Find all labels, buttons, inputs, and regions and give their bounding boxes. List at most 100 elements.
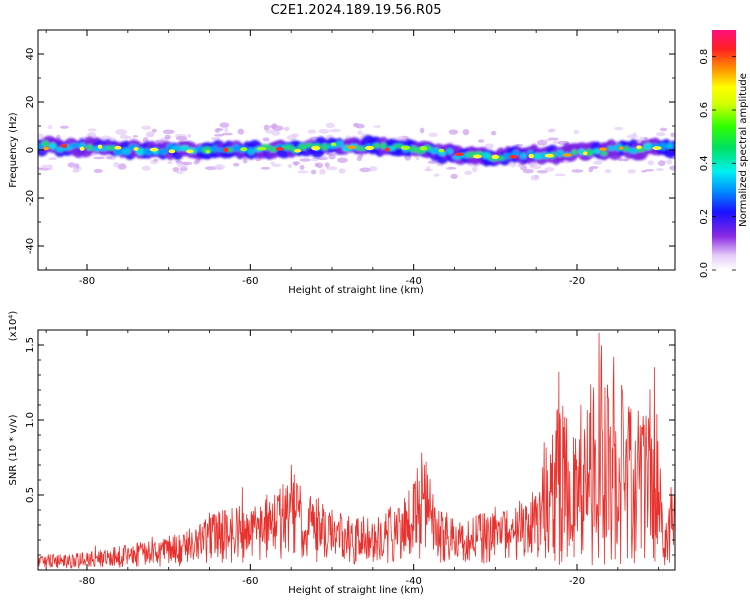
- heatmap-haze-cell: [547, 137, 559, 141]
- heatmap-haze-cell: [141, 125, 152, 130]
- heatmap-haze-cell: [214, 164, 225, 170]
- spectrogram-x-ticks: -80 -60 -40 -20: [79, 30, 585, 287]
- heatmap-haze-cell: [655, 168, 664, 172]
- snr-y-ticks: 0.5 1.0 1.5: [25, 337, 675, 503]
- heatmap-haze-cell: [592, 160, 603, 165]
- heatmap-haze-cell: [588, 166, 594, 173]
- heatmap-haze-cell: [472, 166, 478, 173]
- heatmap-haze-cell: [644, 168, 655, 172]
- heatmap-cell: [105, 145, 118, 151]
- heatmap-hot-cell: [636, 145, 642, 150]
- heatmap-cell: [121, 147, 131, 155]
- heatmap-haze-cell: [47, 164, 53, 171]
- heatmap-haze-cell: [172, 166, 180, 173]
- heatmap-haze-cell: [307, 129, 317, 134]
- heatmap-cell: [592, 148, 601, 154]
- heatmap-haze-cell: [39, 167, 51, 171]
- heatmap-hot-cell: [491, 154, 499, 160]
- heatmap-haze-cell: [164, 134, 171, 140]
- heatmap-cell: [519, 152, 527, 160]
- heatmap-haze-cell: [41, 164, 50, 168]
- heatmap-haze-cell: [325, 122, 335, 129]
- heatmap-haze-cell: [59, 125, 69, 129]
- heatmap-hot-cell: [186, 149, 194, 154]
- heatmap-haze-cell: [316, 162, 324, 169]
- heatmap-haze-cell: [299, 164, 305, 170]
- heatmap-cell: [666, 142, 674, 150]
- spectrogram-y-tick-label: -20: [25, 190, 36, 206]
- heatmap-hot-cell: [223, 147, 229, 153]
- spectrogram-y-tick-label: -40: [25, 238, 36, 254]
- heatmap-haze-cell: [265, 129, 274, 134]
- heatmap-haze-cell: [419, 127, 425, 134]
- heatmap-cell: [172, 145, 184, 152]
- snr-x-axis-label: Height of straight line (km): [288, 585, 424, 596]
- heatmap-hot-cell: [294, 148, 302, 153]
- heatmap-haze-cell: [666, 159, 673, 165]
- heatmap-hot-cell: [149, 147, 159, 152]
- heatmap-haze-cell: [368, 166, 378, 172]
- heatmap-cell: [446, 148, 453, 155]
- heatmap-cell: [555, 149, 564, 158]
- heatmap-cell: [355, 146, 368, 151]
- heatmap-haze-cell: [72, 169, 79, 173]
- snr-y-tick-label: 1.0: [25, 412, 36, 428]
- heatmap-cell: [606, 145, 616, 151]
- heatmap-haze-cell: [242, 157, 248, 164]
- heatmap-haze-cell: [425, 166, 431, 172]
- heatmap-cell: [511, 150, 520, 157]
- heatmap-hot-cell: [544, 153, 554, 158]
- heatmap-hot-cell: [599, 147, 607, 152]
- heatmap-cell: [305, 143, 315, 148]
- snr-x-tick-label: -60: [242, 576, 258, 587]
- snr-x-tick-label: -40: [405, 576, 421, 587]
- heatmap-haze-cell: [316, 157, 328, 161]
- heatmap-cell: [320, 143, 329, 151]
- heatmap-hot-cell: [257, 147, 267, 151]
- heatmap-haze-cell: [647, 160, 655, 166]
- heatmap-haze-cell: [324, 162, 330, 168]
- snr-minor-ticks: [38, 330, 675, 570]
- heatmap-haze-cell: [117, 163, 127, 170]
- heatmap-haze-cell: [310, 137, 317, 141]
- heatmap-hot-cell: [43, 146, 50, 151]
- snr-x-tick-label: -20: [569, 576, 585, 587]
- heatmap-haze-cell: [670, 132, 675, 138]
- heatmap-haze-cell: [656, 132, 666, 137]
- heatmap-cell: [297, 143, 308, 151]
- heatmap-cell: [429, 147, 441, 154]
- colorbar-tick-label: 0.8: [699, 49, 710, 65]
- heatmap-hot-cell: [652, 146, 662, 151]
- heatmap-haze-cell: [484, 143, 494, 150]
- heatmap-haze-cell: [448, 129, 458, 135]
- heatmap-haze-cell: [105, 155, 113, 160]
- heatmap-hotspots: [43, 142, 662, 160]
- heatmap-haze-cell: [310, 169, 317, 175]
- heatmap-haze-cell: [639, 136, 645, 140]
- colorbar-tick-label: 0.4: [699, 155, 710, 171]
- heatmap-haze-cell: [141, 165, 151, 171]
- heatmap-haze-cell: [657, 160, 666, 167]
- spectrogram-panel: -80 -60 -40 -20 40 20 0 -20 -40 Height of strai…: [8, 29, 676, 296]
- heatmap-haze-cell: [427, 160, 439, 164]
- heatmap-haze-cell: [48, 157, 57, 161]
- heatmap-cell: [481, 152, 491, 159]
- heatmap-cell: [41, 140, 50, 148]
- heatmap-haze-cell: [614, 126, 624, 131]
- heatmap-haze-cell: [132, 135, 139, 138]
- heatmap-haze-cell: [67, 162, 76, 168]
- heatmap-haze-cell: [544, 167, 555, 172]
- snr-y-tick-label: 0.5: [25, 487, 36, 503]
- spectrogram-x-tick-label: -40: [405, 276, 421, 287]
- heatmap-haze-cell: [205, 166, 217, 171]
- heatmap-cell: [69, 142, 81, 148]
- colorbar-label: Normalized spectral amplitude: [738, 73, 749, 227]
- heatmap-haze-cell: [93, 156, 105, 160]
- heatmap-haze-cell: [237, 128, 245, 135]
- heatmap-haze-cell: [214, 128, 220, 133]
- heatmap-hot-cell: [311, 145, 321, 151]
- heatmap-cell: [195, 145, 204, 153]
- snr-x-tick-label: -80: [79, 576, 95, 587]
- heatmap-haze-cell: [528, 162, 538, 168]
- heatmap-cell: [438, 151, 447, 156]
